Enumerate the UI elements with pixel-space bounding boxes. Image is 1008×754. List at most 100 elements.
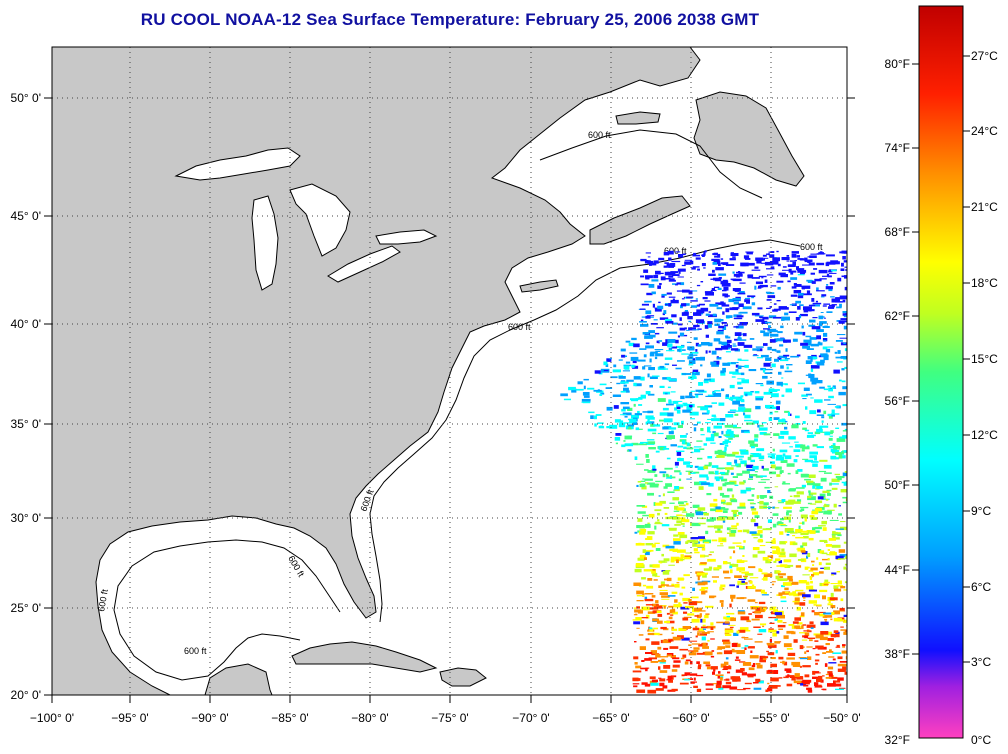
sst-pixel bbox=[721, 304, 730, 307]
sst-pixel bbox=[815, 645, 824, 649]
sst-pixel bbox=[682, 654, 687, 658]
sst-pixel bbox=[741, 571, 749, 574]
sst-pixel bbox=[767, 555, 772, 558]
sst-pixel bbox=[679, 472, 682, 475]
sst-pixel bbox=[716, 517, 726, 521]
sst-pixel bbox=[650, 323, 658, 325]
sst-pixel bbox=[802, 665, 811, 668]
sst-pixel bbox=[702, 590, 708, 593]
sst-pixel bbox=[803, 309, 809, 313]
sst-pixel bbox=[725, 681, 732, 685]
sst-pixel bbox=[645, 538, 648, 540]
sst-pixel bbox=[741, 637, 749, 639]
sst-pixel bbox=[759, 659, 766, 663]
sst-pixel bbox=[772, 257, 780, 262]
sst-pixel bbox=[709, 595, 715, 599]
sst-pixel bbox=[702, 624, 706, 627]
sst-pixel bbox=[763, 343, 768, 346]
sst-pixel bbox=[832, 683, 842, 687]
sst-pixel bbox=[644, 550, 652, 553]
sst-pixel bbox=[646, 482, 655, 485]
sst-pixel bbox=[696, 440, 703, 442]
sst-pixel bbox=[674, 557, 683, 562]
sst-pixel bbox=[648, 513, 655, 518]
sst-pixel bbox=[636, 689, 646, 693]
sst-pixel bbox=[784, 312, 789, 316]
sst-pixel bbox=[778, 502, 784, 504]
sst-pixel bbox=[657, 646, 662, 650]
sst-pixel bbox=[653, 502, 656, 506]
sst-pixel bbox=[834, 680, 841, 683]
sst-pixel bbox=[637, 518, 643, 522]
sst-pixel bbox=[587, 387, 595, 390]
sst-pixel bbox=[691, 451, 694, 454]
sst-pixel bbox=[696, 652, 706, 655]
sst-pixel bbox=[733, 632, 739, 636]
sst-pixel bbox=[666, 477, 672, 479]
sst-pixel bbox=[654, 349, 664, 351]
sst-pixel bbox=[721, 499, 725, 502]
sst-pixel bbox=[773, 433, 780, 436]
sst-pixel bbox=[709, 431, 712, 433]
sst-pixel bbox=[686, 447, 694, 450]
sst-pixel bbox=[647, 578, 653, 581]
sst-pixel bbox=[603, 370, 609, 372]
sst-pixel bbox=[667, 595, 676, 597]
sst-pixel bbox=[711, 465, 719, 468]
sst-pixel bbox=[692, 254, 700, 257]
sst-pixel bbox=[641, 682, 648, 685]
sst-pixel bbox=[810, 272, 815, 275]
sst-pixel bbox=[791, 424, 799, 429]
sst-pixel bbox=[694, 607, 703, 612]
sst-pixel bbox=[838, 610, 844, 612]
sst-pixel bbox=[636, 463, 644, 465]
sst-pixel bbox=[709, 517, 716, 521]
sst-pixel bbox=[826, 284, 829, 286]
sst-pixel bbox=[802, 542, 808, 547]
sst-pixel bbox=[830, 413, 840, 415]
sst-pixel bbox=[713, 416, 717, 418]
sst-pixel bbox=[796, 676, 804, 680]
sst-pixel bbox=[787, 575, 793, 580]
sst-pixel bbox=[700, 406, 709, 411]
temperature-colorbar: 80°F 74°F 68°F 62°F 56°F 50°F 44°F 38°F … bbox=[885, 5, 998, 747]
sst-pixel bbox=[719, 471, 725, 475]
sst-pixel bbox=[720, 663, 727, 668]
sst-pixel bbox=[668, 379, 677, 381]
sst-pixel bbox=[835, 528, 844, 530]
sst-pixel bbox=[792, 262, 796, 266]
sst-pixel bbox=[833, 630, 839, 633]
sst-pixel bbox=[668, 296, 676, 298]
sst-pixel bbox=[624, 443, 633, 447]
sst-pixel bbox=[680, 578, 685, 580]
sst-pixel bbox=[725, 666, 730, 669]
sst-pixel bbox=[598, 425, 605, 429]
sst-pixel bbox=[807, 496, 816, 501]
sst-pixel bbox=[843, 325, 847, 330]
sst-pixel bbox=[645, 415, 654, 419]
sst-pixel bbox=[719, 418, 726, 422]
sst-pixel bbox=[627, 424, 635, 427]
sst-pixel bbox=[834, 351, 838, 354]
sst-pixel bbox=[766, 274, 774, 276]
sst-pixel bbox=[827, 558, 830, 561]
sst-pixel bbox=[723, 570, 730, 574]
sst-pixel bbox=[718, 436, 722, 438]
sst-pixel bbox=[730, 499, 738, 503]
sst-pixel bbox=[842, 435, 847, 439]
sst-pixel bbox=[713, 277, 722, 281]
sst-pixel bbox=[713, 668, 716, 672]
sst-pixel bbox=[778, 435, 785, 439]
sst-pixel bbox=[660, 276, 666, 281]
sst-pixel bbox=[717, 253, 721, 258]
sst-pixel bbox=[764, 486, 770, 489]
sst-pixel bbox=[767, 490, 771, 494]
sst-pixel bbox=[811, 461, 819, 463]
sst-pixel bbox=[644, 683, 651, 687]
sst-pixel bbox=[696, 688, 702, 692]
sst-pixel bbox=[576, 388, 584, 391]
sst-pixel bbox=[715, 674, 724, 676]
sst-pixel bbox=[700, 364, 703, 367]
sst-pixel bbox=[761, 277, 764, 279]
sst-pixel bbox=[827, 683, 836, 687]
